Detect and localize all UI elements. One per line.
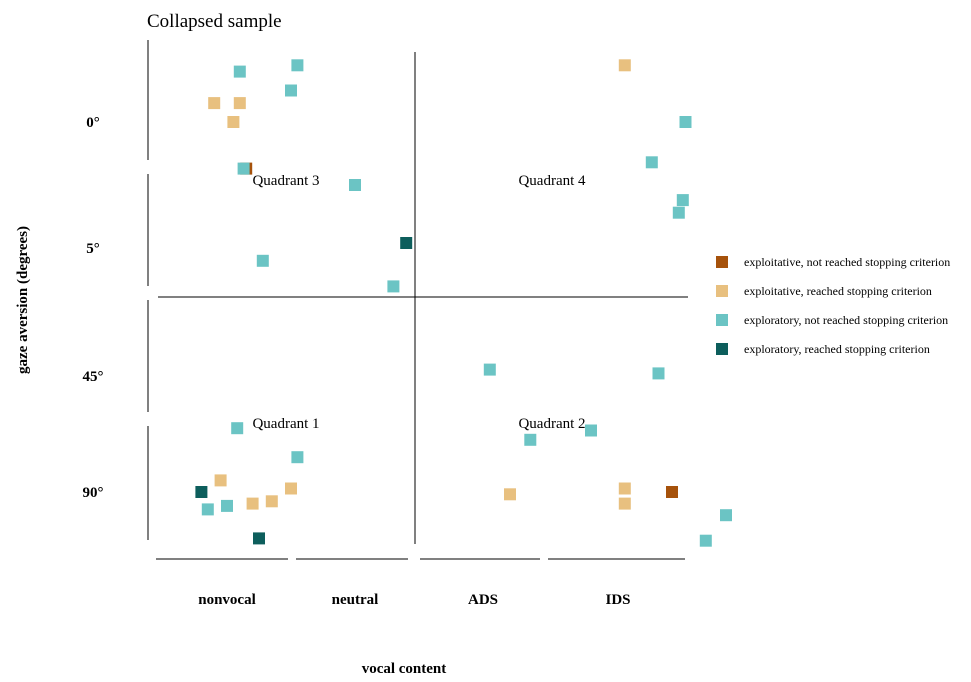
point-exploratory-not-reached-stopping-criterion [285,84,297,97]
point-exploitative-reached-stopping-criterion [618,497,631,510]
point-exploitative-reached-stopping-criterion [618,482,631,495]
point-exploitative-reached-stopping-criterion [265,495,278,508]
point-exploratory-not-reached-stopping-criterion [679,116,692,128]
quadrant-label-quadrant-4: Quadrant 4 [518,173,586,189]
x-tick-ids: IDS [605,592,630,608]
point-exploitative-reached-stopping-criterion [246,497,259,510]
legend-swatch-exploitative-reached-stopping-criterion [716,285,728,297]
legend-label-exploitative-not-reached-stopping-criterion: exploitative, not reached stopping crite… [744,255,950,269]
point-exploitative-reached-stopping-criterion [504,488,516,501]
data-points [195,59,732,547]
legend-label-exploitative-reached-stopping-criterion: exploitative, reached stopping criterion [744,284,932,298]
x-tick-ads: ADS [468,592,498,608]
y-tick-labels: 0° 5° 45° 90° [83,115,104,501]
point-exploratory-not-reached-stopping-criterion [652,367,665,380]
legend-label-exploratory-not-reached-stopping-criterion: exploratory, not reached stopping criter… [744,313,948,327]
y-tick-label: 0° [86,115,100,131]
point-exploratory-not-reached-stopping-criterion [645,156,658,169]
point-exploratory-not-reached-stopping-criterion [387,280,400,293]
legend-swatch-exploratory-reached-stopping-criterion [716,343,728,355]
point-exploratory-reached-stopping-criterion [400,237,413,249]
point-exploratory-not-reached-stopping-criterion [237,162,250,175]
legend-swatch-exploitative-not-reached-stopping-criterion [716,256,728,268]
y-tick-label: 90° [83,485,104,501]
point-exploratory-not-reached-stopping-criterion [231,422,244,435]
point-exploitative-reached-stopping-criterion [227,116,240,128]
point-exploratory-not-reached-stopping-criterion [233,65,246,78]
point-exploitative-reached-stopping-criterion [618,59,631,72]
legend: exploitative, not reached stopping crite… [716,255,950,356]
x-tick-labels: nonvocal neutral ADS IDS [198,592,630,608]
point-exploitative-not-reached-stopping-criterion [666,486,678,498]
axes [147,40,688,560]
legend-label-exploratory-reached-stopping-criterion: exploratory, reached stopping criterion [744,342,930,356]
point-exploratory-not-reached-stopping-criterion [585,424,597,437]
point-exploitative-reached-stopping-criterion [285,482,297,495]
point-exploratory-not-reached-stopping-criterion [291,451,304,464]
quadrant-label-quadrant-1: Quadrant 1 [252,416,319,432]
chart-title: Collapsed sample [147,11,282,32]
point-exploratory-reached-stopping-criterion [195,486,208,498]
legend-swatch-exploratory-not-reached-stopping-criterion [716,314,728,326]
x-axis-label: vocal content [362,661,447,677]
quadrant-label-quadrant-2: Quadrant 2 [518,416,585,432]
quadrant-label-quadrant-3: Quadrant 3 [252,173,319,189]
point-exploratory-not-reached-stopping-criterion [349,179,361,191]
y-tick-label: 45° [83,369,104,385]
y-axis-label: gaze aversion (degrees) [15,226,31,374]
point-exploratory-not-reached-stopping-criterion [524,433,537,446]
x-tick-neutral: neutral [332,592,379,608]
point-exploratory-not-reached-stopping-criterion [256,254,269,267]
point-exploratory-not-reached-stopping-criterion [483,363,496,376]
point-exploitative-reached-stopping-criterion [214,474,227,487]
y-tick-label: 5° [86,241,100,257]
point-exploratory-not-reached-stopping-criterion [672,206,685,219]
point-exploratory-not-reached-stopping-criterion [720,509,732,522]
point-exploratory-not-reached-stopping-criterion [699,534,712,547]
point-exploratory-not-reached-stopping-criterion [201,503,214,516]
quadrant-labels: Quadrant 3 Quadrant 4 Quadrant 1 Quadrant 2 [252,173,586,432]
point-exploratory-reached-stopping-criterion [253,532,265,545]
point-exploratory-not-reached-stopping-criterion [676,194,689,207]
point-exploitative-reached-stopping-criterion [208,97,221,110]
point-exploratory-not-reached-stopping-criterion [291,59,304,72]
x-tick-nonvocal: nonvocal [198,592,256,608]
point-exploitative-reached-stopping-criterion [233,97,246,110]
point-exploratory-not-reached-stopping-criterion [221,499,233,512]
